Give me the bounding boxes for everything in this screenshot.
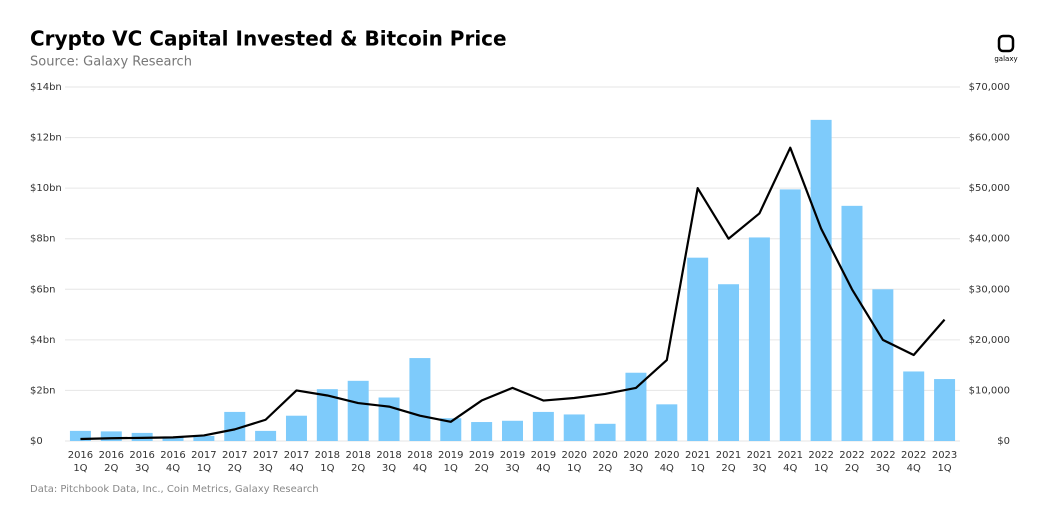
x-tick-label: 2018 3Q xyxy=(376,450,401,474)
bar xyxy=(563,414,585,441)
x-tick-label: 2019 4Q xyxy=(531,450,556,474)
bar xyxy=(100,431,122,441)
y-tick-label: $2bn xyxy=(30,385,55,396)
x-tick-label: 2022 1Q xyxy=(808,450,833,474)
x-tick-label: 2022 3Q xyxy=(870,450,895,474)
bar xyxy=(625,372,647,441)
y2-tick-label: $40,000 xyxy=(969,234,1010,245)
x-tick-label: 2022 4Q xyxy=(901,450,926,474)
bar xyxy=(378,397,400,441)
x-tick-label: 2022 2Q xyxy=(839,450,864,474)
x-tick-label: 2021 4Q xyxy=(778,450,803,474)
bar xyxy=(502,420,523,441)
x-tick-label: 2019 2Q xyxy=(469,450,494,474)
bar xyxy=(193,435,215,441)
bar xyxy=(718,284,740,441)
bar xyxy=(347,380,369,441)
chart-title: Crypto VC Capital Invested & Bitcoin Pri… xyxy=(30,27,507,51)
bar xyxy=(471,422,493,441)
logo-text: galaxy xyxy=(994,55,1017,63)
x-tick-label: 2016 1Q xyxy=(68,450,93,474)
x-tick-label: 2020 2Q xyxy=(592,450,617,474)
x-tick-label: 2018 4Q xyxy=(407,450,432,474)
bar xyxy=(841,205,863,441)
bar xyxy=(316,389,338,441)
bar xyxy=(409,358,431,441)
bar xyxy=(440,418,462,441)
y2-tick-label: $60,000 xyxy=(969,133,1010,144)
bar xyxy=(903,371,925,441)
y2-tick-label: $50,000 xyxy=(969,183,1010,194)
x-tick-label: 2023 1Q xyxy=(932,450,957,474)
bar xyxy=(779,189,801,441)
x-tick-label: 2019 1Q xyxy=(438,450,463,474)
x-tick-label: 2018 1Q xyxy=(315,450,340,474)
y-tick-label: $0 xyxy=(30,436,43,447)
x-tick-label: 2021 3Q xyxy=(747,450,772,474)
line xyxy=(80,146,946,441)
bar xyxy=(224,411,246,441)
bar xyxy=(934,379,956,441)
logo-icon xyxy=(997,34,1015,53)
bar xyxy=(255,430,277,441)
x-tick-label: 2019 3Q xyxy=(500,450,525,474)
y2-tick-label: $0 xyxy=(997,436,1010,447)
x-tick-label: 2021 2Q xyxy=(716,450,741,474)
x-tick-label: 2018 2Q xyxy=(345,450,370,474)
y-tick-label: $8bn xyxy=(30,234,55,245)
y-tick-label: $4bn xyxy=(30,335,55,346)
x-tick-label: 2020 1Q xyxy=(561,450,586,474)
bar xyxy=(872,289,894,441)
x-tick-label: 2017 4Q xyxy=(284,450,309,474)
x-tick-label: 2016 2Q xyxy=(99,450,124,474)
y-tick-label: $12bn xyxy=(30,133,62,144)
x-tick-label: 2017 1Q xyxy=(191,450,216,474)
y-tick-label: $14bn xyxy=(30,82,62,93)
x-tick-label: 2020 4Q xyxy=(654,450,679,474)
x-tick-label: 2016 3Q xyxy=(129,450,154,474)
bar xyxy=(656,404,678,441)
x-tick-label: 2017 3Q xyxy=(253,450,278,474)
y2-tick-label: $70,000 xyxy=(969,82,1010,93)
chart-subtitle: Source: Galaxy Research xyxy=(30,55,192,70)
y2-tick-label: $10,000 xyxy=(969,385,1010,396)
bar xyxy=(162,437,184,441)
bar xyxy=(69,430,91,441)
bar xyxy=(532,411,554,441)
x-tick-label: 2016 4Q xyxy=(160,450,185,474)
bar xyxy=(810,119,832,441)
bar xyxy=(748,237,770,441)
x-tick-label: 2017 2Q xyxy=(222,450,247,474)
x-tick-label: 2020 3Q xyxy=(623,450,648,474)
y-tick-label: $10bn xyxy=(30,183,62,194)
source-note: Data: Pitchbook Data, Inc., Coin Metrics… xyxy=(30,484,319,495)
y-tick-label: $6bn xyxy=(30,284,55,295)
bar xyxy=(285,415,307,441)
bar xyxy=(687,257,709,441)
y2-tick-label: $30,000 xyxy=(969,284,1010,295)
y2-tick-label: $20,000 xyxy=(969,335,1010,346)
bar xyxy=(594,423,616,441)
x-tick-label: 2021 1Q xyxy=(685,450,710,474)
